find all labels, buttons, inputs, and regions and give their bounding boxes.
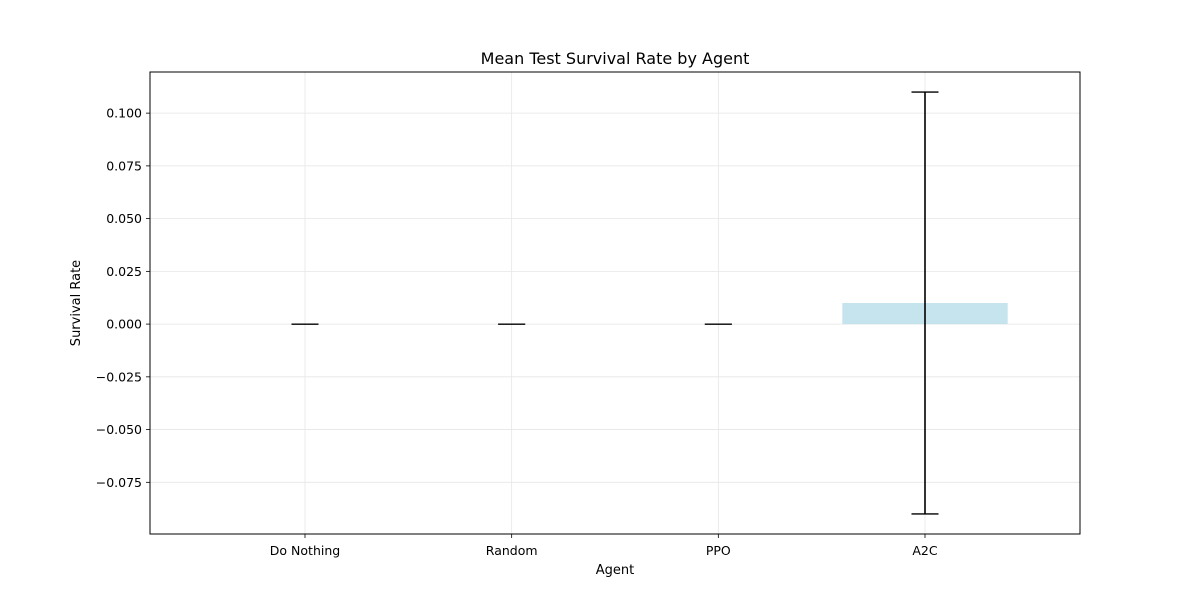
y-tick-label: 0.000: [106, 317, 142, 332]
error-layer: [291, 91, 939, 515]
y-tick-label: 0.025: [106, 264, 142, 279]
y-tick-label: 0.050: [106, 211, 142, 226]
x-tick-label: PPO: [706, 543, 731, 558]
y-tick-label: −0.050: [96, 422, 142, 437]
y-tick-label: 0.100: [106, 106, 142, 121]
chart-title: Mean Test Survival Rate by Agent: [481, 49, 750, 68]
y-tick-label: −0.025: [96, 369, 142, 384]
y-tick-label: 0.075: [106, 158, 142, 173]
x-tick-label: Random: [486, 543, 538, 558]
y-tick-label: −0.075: [96, 475, 142, 490]
x-tick-label: A2C: [912, 543, 938, 558]
tick-layer: −0.075 −0.050 −0.025 0.000 0.025 0.050 0.075 0.…: [96, 106, 938, 558]
plot-frame: [149, 71, 1081, 535]
y-axis-label: Survival Rate: [69, 260, 84, 346]
x-tick-label: Do Nothing: [270, 543, 340, 558]
x-axis-label: Agent: [596, 563, 634, 578]
